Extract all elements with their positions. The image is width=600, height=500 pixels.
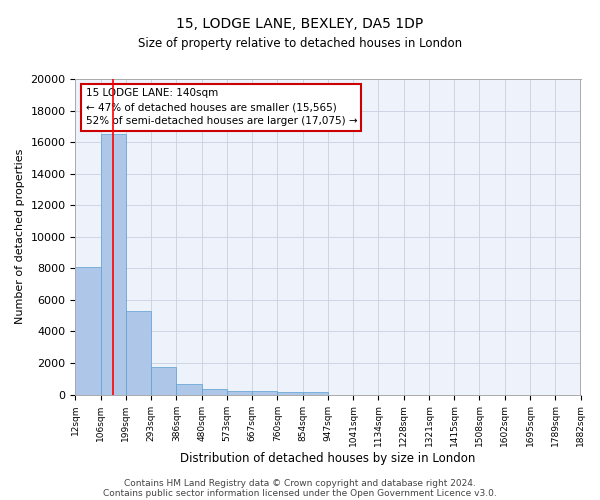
Bar — [176, 384, 202, 394]
Bar — [302, 392, 328, 394]
Bar — [126, 311, 151, 394]
Bar — [101, 134, 126, 394]
Bar — [277, 392, 302, 394]
Y-axis label: Number of detached properties: Number of detached properties — [15, 149, 25, 324]
Bar — [151, 367, 176, 394]
Bar — [202, 390, 227, 394]
Text: 15 LODGE LANE: 140sqm
← 47% of detached houses are smaller (15,565)
52% of semi-: 15 LODGE LANE: 140sqm ← 47% of detached … — [86, 88, 357, 126]
Bar — [227, 391, 252, 394]
Text: Contains HM Land Registry data © Crown copyright and database right 2024.: Contains HM Land Registry data © Crown c… — [124, 478, 476, 488]
X-axis label: Distribution of detached houses by size in London: Distribution of detached houses by size … — [180, 452, 476, 465]
Text: 15, LODGE LANE, BEXLEY, DA5 1DP: 15, LODGE LANE, BEXLEY, DA5 1DP — [176, 18, 424, 32]
Bar — [76, 267, 101, 394]
Text: Contains public sector information licensed under the Open Government Licence v3: Contains public sector information licen… — [103, 488, 497, 498]
Text: Size of property relative to detached houses in London: Size of property relative to detached ho… — [138, 38, 462, 51]
Bar — [252, 392, 277, 394]
